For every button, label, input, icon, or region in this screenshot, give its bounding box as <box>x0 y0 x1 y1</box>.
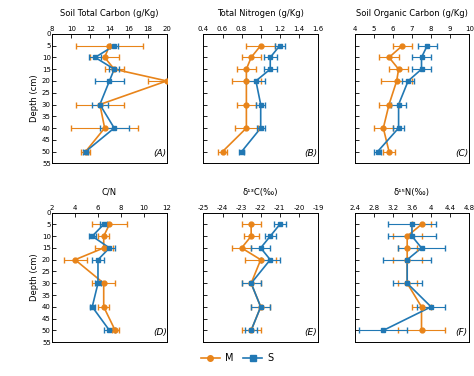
Title: δ¹³C(‰): δ¹³C(‰) <box>243 188 278 197</box>
Title: δ¹⁵N(‰): δ¹⁵N(‰) <box>394 188 430 197</box>
Text: (B): (B) <box>304 149 318 158</box>
Text: (D): (D) <box>153 328 167 337</box>
Title: Soil Total Carbon (g/Kg): Soil Total Carbon (g/Kg) <box>60 9 159 18</box>
Title: C/N: C/N <box>102 188 117 197</box>
Text: (E): (E) <box>304 328 317 337</box>
Y-axis label: Depth (cm): Depth (cm) <box>30 253 39 301</box>
Text: (F): (F) <box>456 328 468 337</box>
Title: Total Nitrogen (g/Kg): Total Nitrogen (g/Kg) <box>217 9 304 18</box>
Text: (A): (A) <box>153 149 166 158</box>
Title: Soil Organic Carbon (g/Kg): Soil Organic Carbon (g/Kg) <box>356 9 468 18</box>
Text: (C): (C) <box>456 149 469 158</box>
Legend: M, S: M, S <box>197 350 277 367</box>
Y-axis label: Depth (cm): Depth (cm) <box>30 75 39 123</box>
